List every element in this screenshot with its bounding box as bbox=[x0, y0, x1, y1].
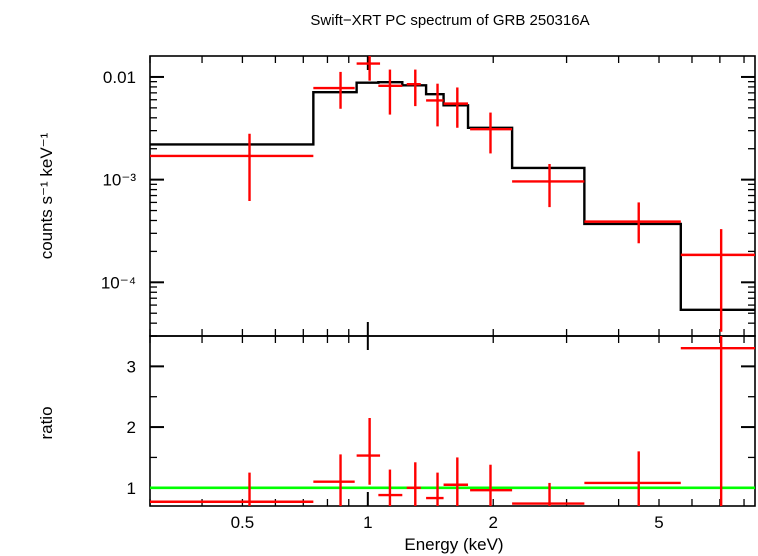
x-tick-label: 5 bbox=[654, 513, 663, 532]
ratio-frame bbox=[149, 335, 756, 507]
chart-title: Swift−XRT PC spectrum of GRB 250316A bbox=[310, 12, 589, 29]
x-tick-label: 1 bbox=[363, 513, 372, 532]
x-axis-label: Energy (keV) bbox=[404, 535, 503, 554]
spectrum-panel: 0.01 10⁻³ 10⁻⁴ bbox=[101, 55, 756, 337]
x-tick-label: 2 bbox=[488, 513, 497, 532]
spectrum-y-tick-label: 10⁻³ bbox=[102, 171, 136, 190]
spectrum-y-axis-label: counts s⁻¹ keV⁻¹ bbox=[37, 132, 56, 259]
spectrum-y-tick-label: 0.01 bbox=[103, 68, 136, 87]
model-step-line bbox=[150, 80, 755, 311]
ratio-y-axis-label: ratio bbox=[37, 406, 56, 439]
ratio-y-tick-label: 1 bbox=[127, 479, 136, 498]
ratio-y-tick-label: 2 bbox=[127, 418, 136, 437]
spectrum-frame bbox=[149, 55, 756, 337]
spectrum-y-tick-label: 10⁻⁴ bbox=[101, 273, 136, 292]
x-tick-label: 0.5 bbox=[231, 513, 255, 532]
ratio-panel: 0.5 1 2 5 1 2 3 bbox=[127, 335, 756, 532]
ratio-y-tick-label: 3 bbox=[127, 357, 136, 376]
